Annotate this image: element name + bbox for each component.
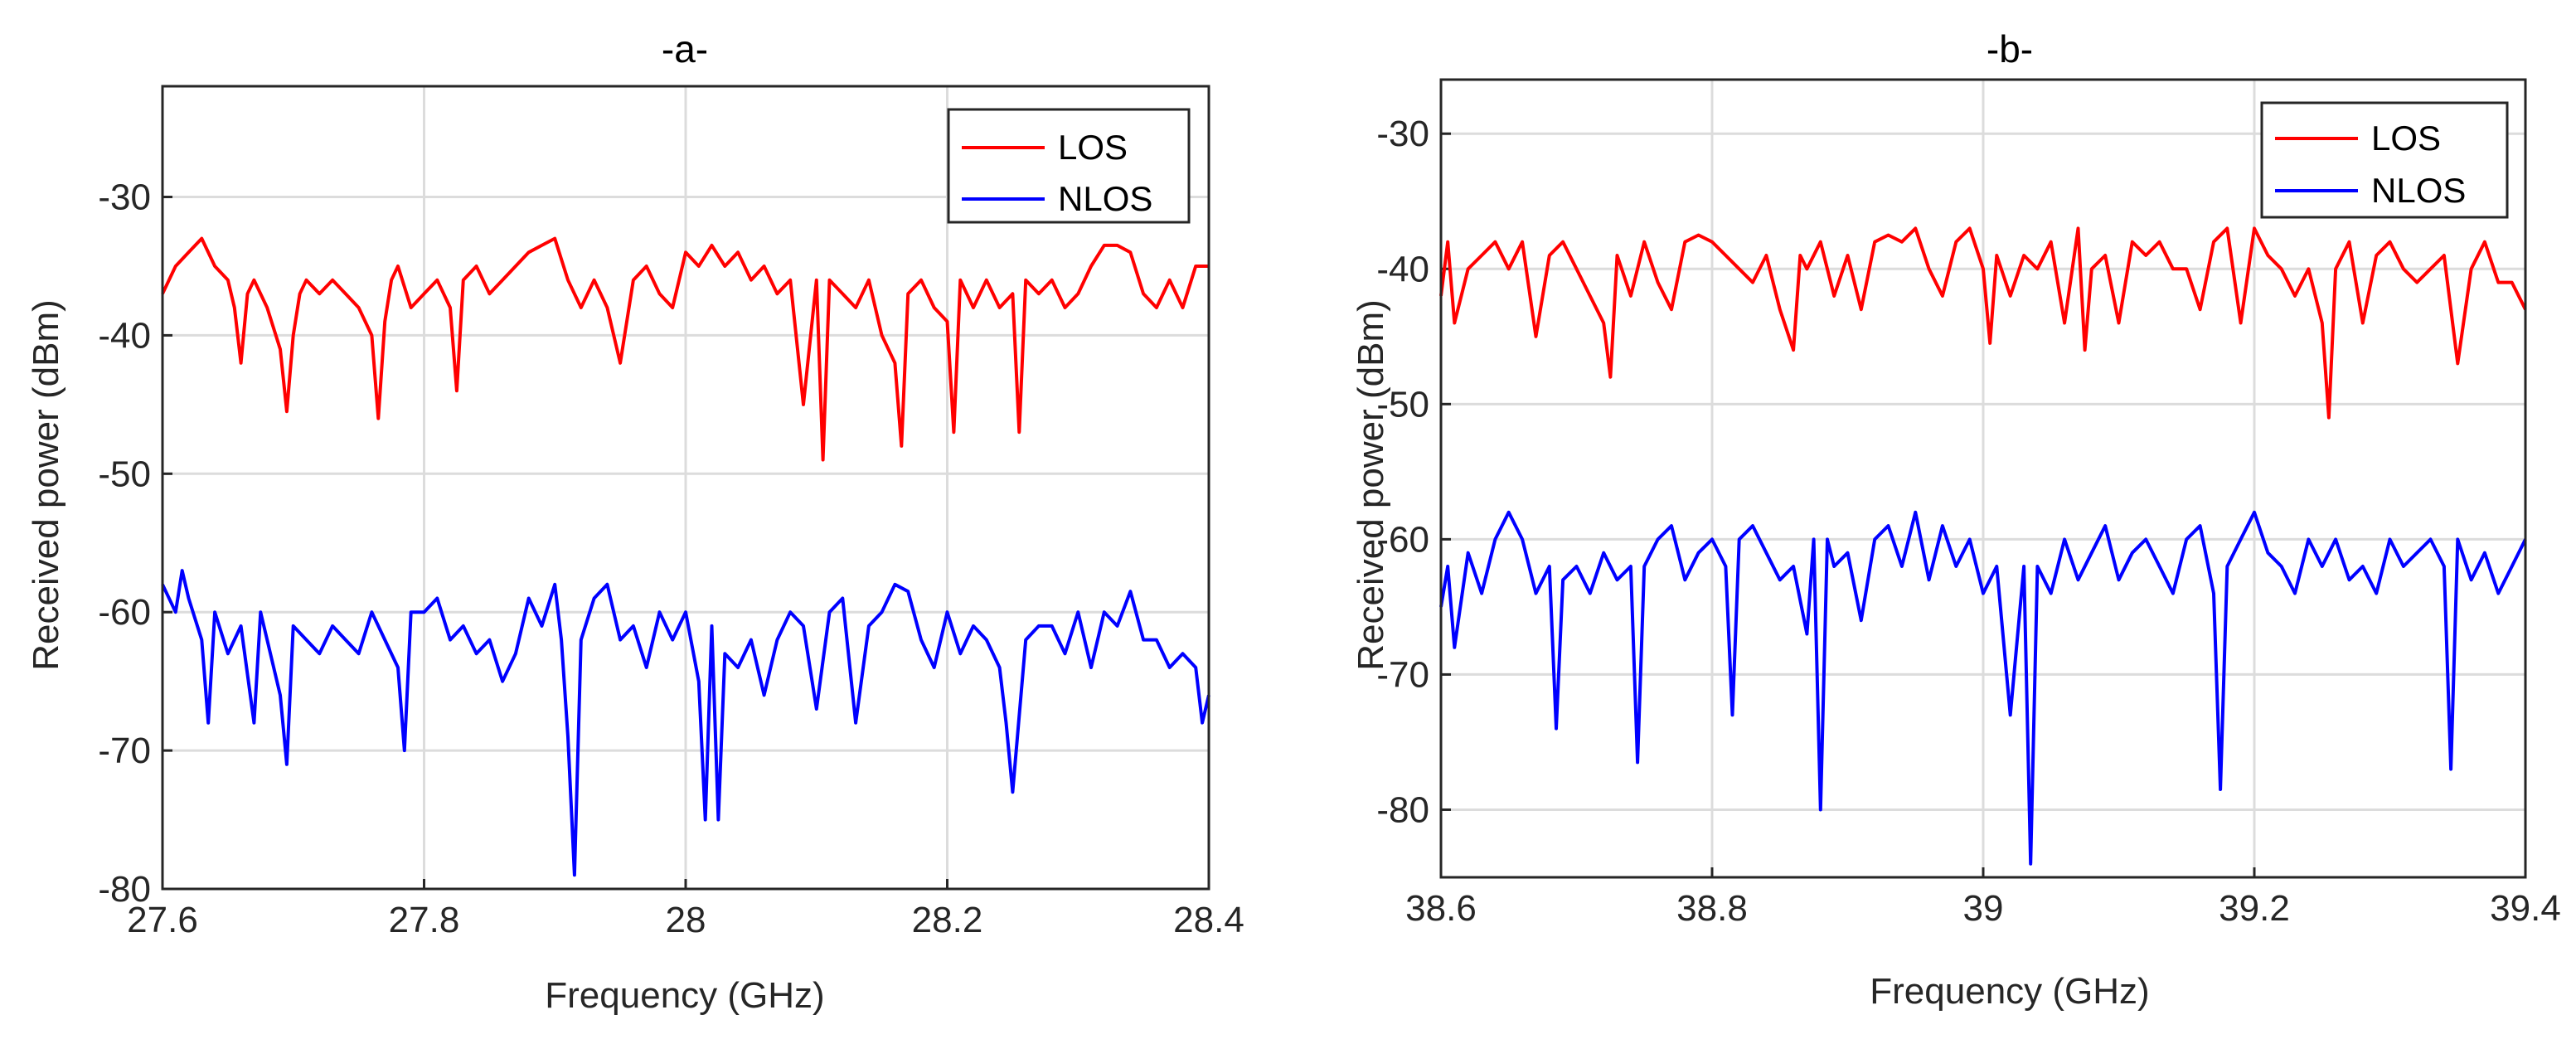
panel-a-ytick-label: -30 <box>98 177 151 218</box>
panel-b-ylabel: Received power (dBm) <box>1351 299 1391 671</box>
panel-a-series-los-line <box>161 236 1209 462</box>
panel-b-xlabel: Frequency (GHz) <box>1870 971 2149 1012</box>
panel-b-ytick-label: -40 <box>1376 249 1429 289</box>
panel-a-ytick-label: -40 <box>98 315 151 356</box>
panel-a-ylabel: Received power (dBm) <box>26 299 66 671</box>
panel-a-xtick-label: 28 <box>666 900 706 940</box>
panel-b-xtick-label: 39.4 <box>2490 888 2561 929</box>
panel-a-legend: LOS NLOS <box>947 108 1191 224</box>
panel-b-legend: LOS NLOS <box>2260 101 2509 219</box>
panel-a-ytick-label: -70 <box>98 731 151 771</box>
panel-b-series-los-line <box>1439 226 2527 420</box>
panel-b-xtick-label: 38.8 <box>1676 888 1748 929</box>
panel-b-axes-frame <box>1439 78 2527 879</box>
panel-b-ytick-label: -70 <box>1376 654 1429 695</box>
panel-a-xlabel: Frequency (GHz) <box>545 975 824 1016</box>
panel-a-ytick-label: -50 <box>98 454 151 494</box>
panel-a-ytick-label: -60 <box>98 592 151 633</box>
panel-a-title: -a- <box>662 27 708 70</box>
panel-b-legend-los-label: LOS <box>2371 119 2441 158</box>
panel-b: -b- 38.6 38.8 39 39.2 39.4 -80 -70 -60 -50 -40 -30… <box>1351 27 2561 1012</box>
panel-b-legend-nlos-label: NLOS <box>2371 171 2466 210</box>
panel-a-xtick-label: 27.8 <box>389 900 460 940</box>
panel-a-legend-nlos-label: NLOS <box>1058 179 1152 218</box>
panel-b-ytick-label: -50 <box>1376 384 1429 425</box>
panel-b-title: -b- <box>1987 27 2033 70</box>
panel-b-xtick-label: 38.6 <box>1405 888 1477 929</box>
panel-a-axes-frame <box>161 85 1210 891</box>
panel-b-series-nlos-line <box>1439 510 2527 866</box>
panel-a: -a- 27.6 27.8 28 28.2 28.4 -80 -70 -60 -50 -40 -30… <box>26 27 1244 1016</box>
panel-a-ytick-label: -80 <box>98 869 151 910</box>
panel-a-xtick-label: 28.2 <box>912 900 983 940</box>
panel-b-ytick-label: -30 <box>1376 114 1429 154</box>
panel-a-legend-los-label: LOS <box>1058 128 1128 167</box>
panel-b-xtick-label: 39.2 <box>2219 888 2290 929</box>
panel-b-ytick-label: -80 <box>1376 789 1429 830</box>
panel-a-xtick-label: 28.4 <box>1173 900 1244 940</box>
panel-a-xtick-label: 27.6 <box>127 900 198 940</box>
panel-b-ytick-label: -60 <box>1376 519 1429 560</box>
panel-a-series-nlos-line <box>161 569 1210 877</box>
panel-b-xtick-label: 39 <box>1963 888 2004 929</box>
